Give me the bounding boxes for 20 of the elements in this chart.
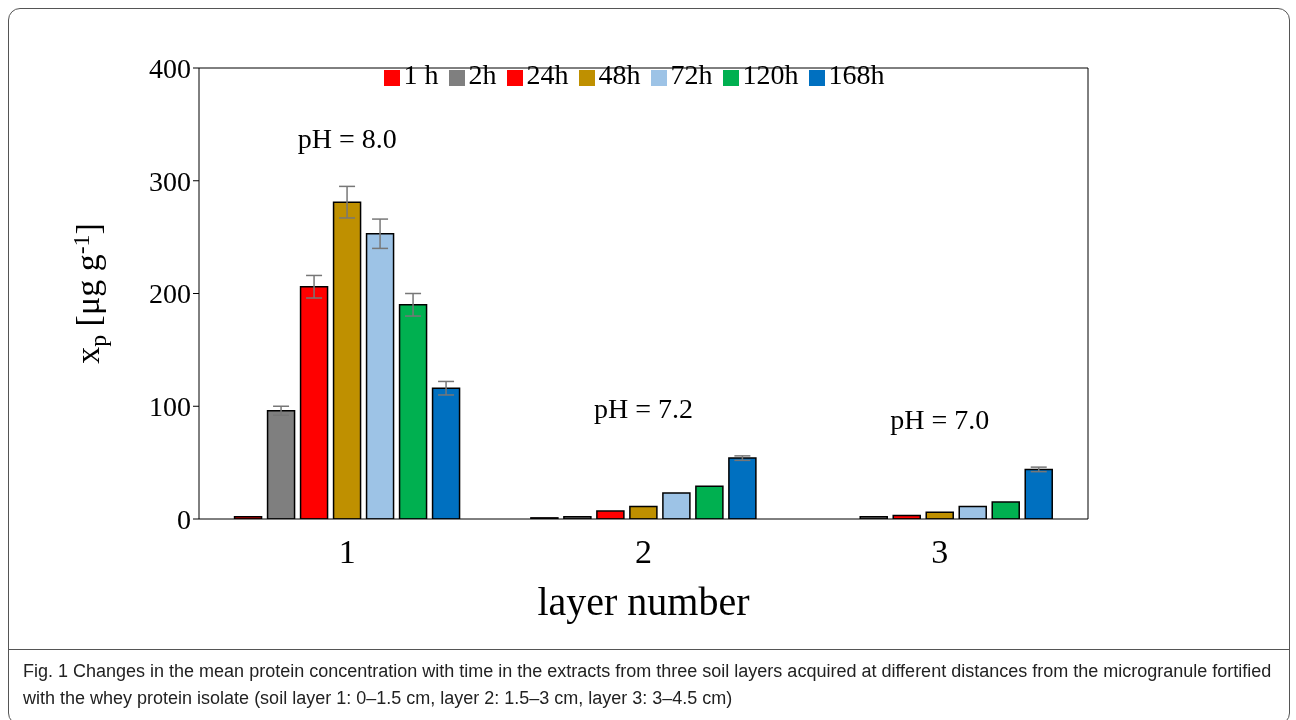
legend-label: 1 h [403,59,439,90]
legend-label: 168h [828,59,885,90]
legend-label: 120h [742,59,799,90]
x-axis-title: layer number [537,579,750,624]
x-tick-label: 1 [338,533,356,571]
y-tick-label: 200 [149,278,191,310]
x-tick-label: 3 [931,533,949,571]
caption: Fig. 1 Changes in the mean protein concentration with time in the extracts from three soil layers acquired at different distances from the microgranule fortified with the whey protein isolate (soil layer 1: 0–1.5 cm, layer 2: 1.5–3 cm, layer 3: 3–4.5 cm) [9,649,1289,720]
y-tick-label: 400 [149,52,191,84]
annotation: pH = 7.0 [890,404,990,436]
legend-label: 24h [526,59,569,90]
x-tick-label: 2 [635,533,652,571]
annotation: pH = 7.2 [593,392,694,424]
legend-label: 2h [468,59,497,90]
y-tick-label: 100 [149,391,191,423]
legend-label: 48h [598,59,641,90]
annotation: pH = 8.0 [297,123,397,155]
y-tick-label: 0 [177,503,191,535]
legend-label: 72h [670,59,713,90]
y-tick-label: 300 [149,165,191,197]
